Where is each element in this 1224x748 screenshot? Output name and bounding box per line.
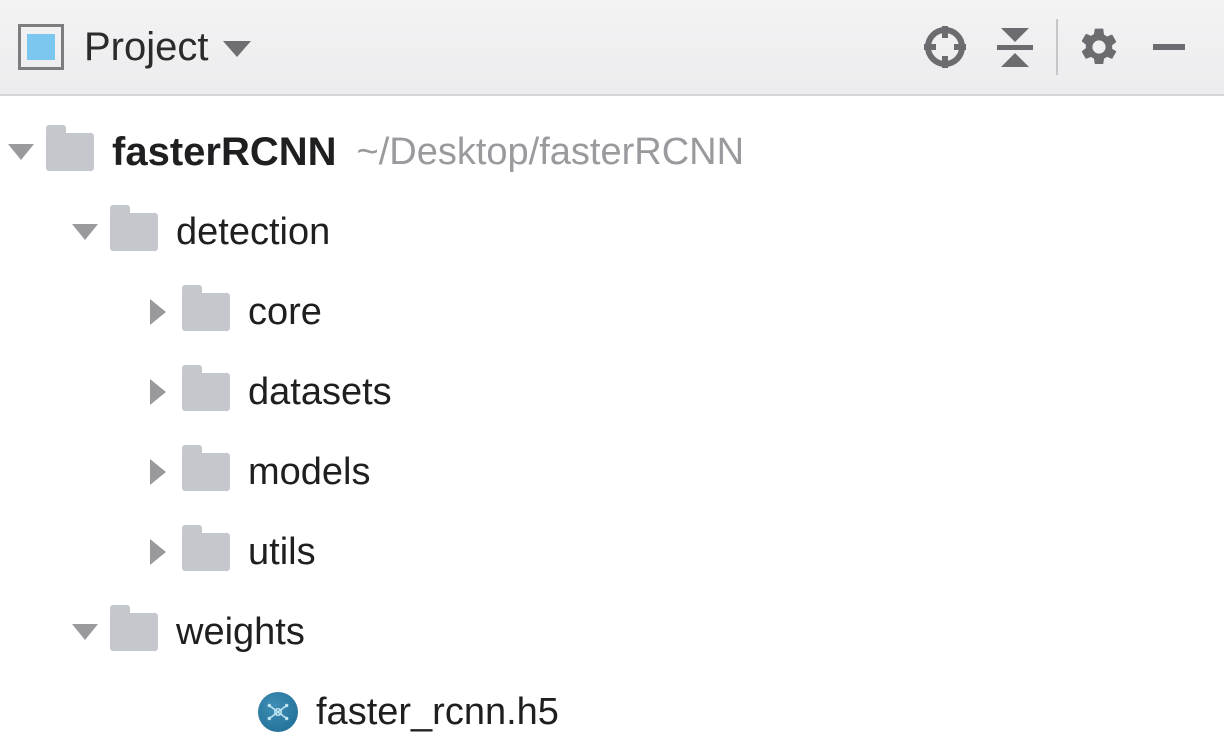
project-tree: fasterRCNN ~/Desktop/fasterRCNN detectio… [0,96,1224,748]
tree-folder-row[interactable]: core [0,272,1224,352]
tree-root-path: ~/Desktop/fasterRCNN [357,131,745,174]
tree-item-label: models [248,451,371,494]
chevron-down-icon[interactable] [72,624,98,640]
chevron-right-icon[interactable] [150,299,166,325]
tree-root-row[interactable]: fasterRCNN ~/Desktop/fasterRCNN [0,112,1224,192]
chevron-down-icon[interactable] [8,144,34,160]
folder-icon [182,373,230,411]
folder-icon [110,613,158,651]
tree-item-label: weights [176,611,305,654]
settings-button[interactable] [1064,12,1134,82]
toolbar-separator [1056,19,1058,75]
h5-file-icon [258,692,298,732]
tree-file-row[interactable]: faster_rcnn.h5 [0,672,1224,748]
project-view-title[interactable]: Project [84,25,209,70]
tree-root-label: fasterRCNN [112,130,337,175]
gear-icon [1077,25,1121,69]
tree-item-label: faster_rcnn.h5 [316,691,559,734]
tree-item-label: datasets [248,371,392,414]
tree-folder-row[interactable]: detection [0,192,1224,272]
tree-folder-row[interactable]: models [0,432,1224,512]
tree-item-label: detection [176,211,330,254]
chevron-right-icon[interactable] [150,539,166,565]
folder-icon [182,533,230,571]
minimize-icon [1149,27,1189,67]
folder-icon [182,293,230,331]
arrow-spacer [220,699,246,725]
folder-icon [110,213,158,251]
tree-item-label: utils [248,531,316,574]
project-panel-icon [18,24,64,70]
collapse-all-icon [993,25,1037,69]
tree-item-label: core [248,291,322,334]
select-opened-file-button[interactable] [910,12,980,82]
tree-folder-row[interactable]: weights [0,592,1224,672]
project-toolbar: Project [0,0,1224,96]
hide-panel-button[interactable] [1134,12,1204,82]
chevron-right-icon[interactable] [150,379,166,405]
project-view-dropdown-icon[interactable] [223,41,251,57]
tree-folder-row[interactable]: utils [0,512,1224,592]
folder-icon [182,453,230,491]
chevron-right-icon[interactable] [150,459,166,485]
target-icon [924,26,966,68]
collapse-all-button[interactable] [980,12,1050,82]
chevron-down-icon[interactable] [72,224,98,240]
folder-icon [46,133,94,171]
tree-folder-row[interactable]: datasets [0,352,1224,432]
